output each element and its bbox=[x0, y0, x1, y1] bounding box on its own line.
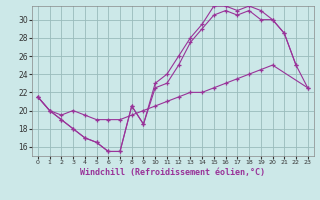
X-axis label: Windchill (Refroidissement éolien,°C): Windchill (Refroidissement éolien,°C) bbox=[80, 168, 265, 177]
